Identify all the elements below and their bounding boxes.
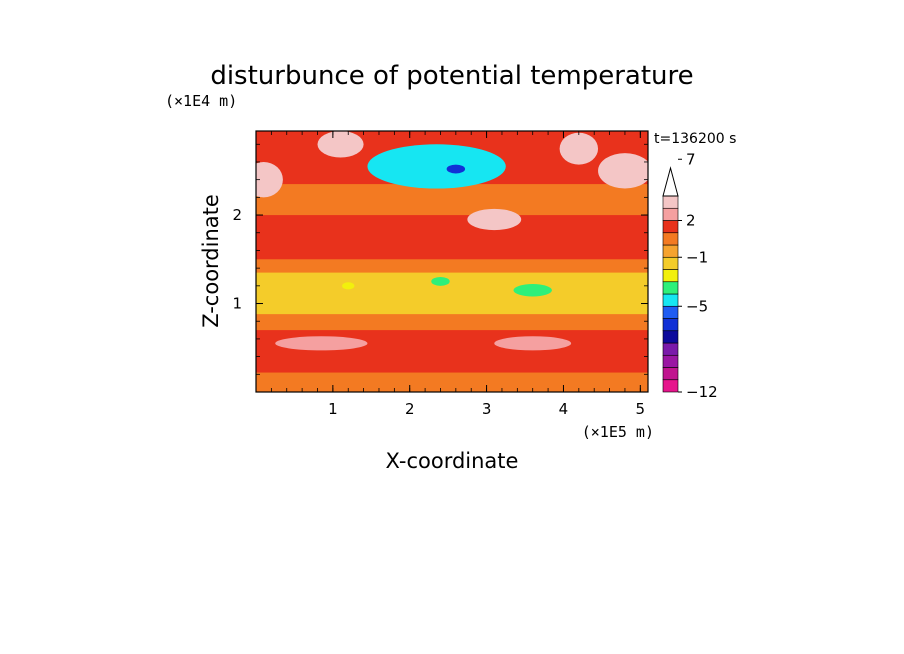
field-band-5 [256, 215, 648, 260]
contour-plot-area [255, 130, 649, 393]
field-feature-10 [275, 336, 368, 351]
colorbar-tick-label: −5 [686, 297, 708, 315]
field-feature-5 [559, 132, 599, 165]
colorbar-segment [662, 354, 679, 368]
time-label: t=136200 s [654, 131, 736, 147]
colorbar-extend-arrow [662, 166, 679, 197]
field-feature-4 [467, 208, 522, 231]
field-feature-8 [431, 276, 450, 286]
z-tick-label: 2 [232, 206, 242, 224]
field-band-2 [256, 314, 648, 331]
x-tick-label: 5 [636, 400, 646, 418]
colorbar-tick-label: 2 [686, 212, 696, 230]
field-feature-0 [367, 144, 506, 189]
z-tick-label: 1 [232, 295, 242, 313]
field-band-3 [256, 272, 648, 315]
colorbar-segment [662, 330, 679, 344]
colorbar-segment [662, 244, 679, 258]
x-axis-label: X-coordinate [386, 449, 519, 473]
x-tick-label: 1 [328, 400, 338, 418]
colorbar-tick-label: 7 [686, 150, 696, 168]
colorbar-segment [662, 281, 679, 295]
z-axis-label: Z-coordinate [199, 194, 223, 328]
colorbar-segment [662, 232, 679, 246]
x-axis: 1 2 3 4 5 [255, 131, 646, 418]
field-feature-6 [317, 131, 364, 158]
colorbar: 7 2 −1 −5 −12 [662, 150, 718, 401]
field-feature-11 [494, 336, 572, 351]
colorbar-segment [662, 379, 679, 393]
colorbar-tick-label: −1 [686, 248, 708, 266]
field-feature-9 [513, 284, 552, 297]
chart-title: disturbunce of potential temperature [210, 61, 693, 91]
colorbar-segment [662, 305, 679, 319]
x-tick-label: 3 [482, 400, 492, 418]
colorbar-segment [662, 342, 679, 356]
field-band-4 [256, 259, 648, 273]
field-feature-1 [446, 164, 466, 174]
field-band-0 [256, 372, 648, 392]
field-feature-2 [256, 161, 283, 198]
field-feature-3 [598, 153, 648, 189]
z-axis: 12 [232, 143, 648, 375]
colorbar-segment [662, 207, 679, 221]
x-tick-label: 2 [405, 400, 415, 418]
colorbar-segment [662, 293, 679, 307]
contour-field [256, 131, 648, 392]
x-unit-label: (×1E5 m) [582, 423, 654, 441]
plot-frame [255, 130, 649, 393]
colorbar-tick-label: −12 [686, 383, 718, 401]
x-tick-label: 4 [559, 400, 569, 418]
colorbar-segment [662, 220, 679, 234]
colorbar-segment [662, 195, 679, 209]
z-unit-label: (×1E4 m) [165, 92, 237, 110]
field-band-6 [256, 184, 648, 216]
field-feature-7 [342, 282, 355, 290]
colorbar-segment [662, 367, 679, 381]
colorbar-segment [662, 318, 679, 332]
colorbar-segment [662, 269, 679, 283]
colorbar-segment [662, 256, 679, 270]
